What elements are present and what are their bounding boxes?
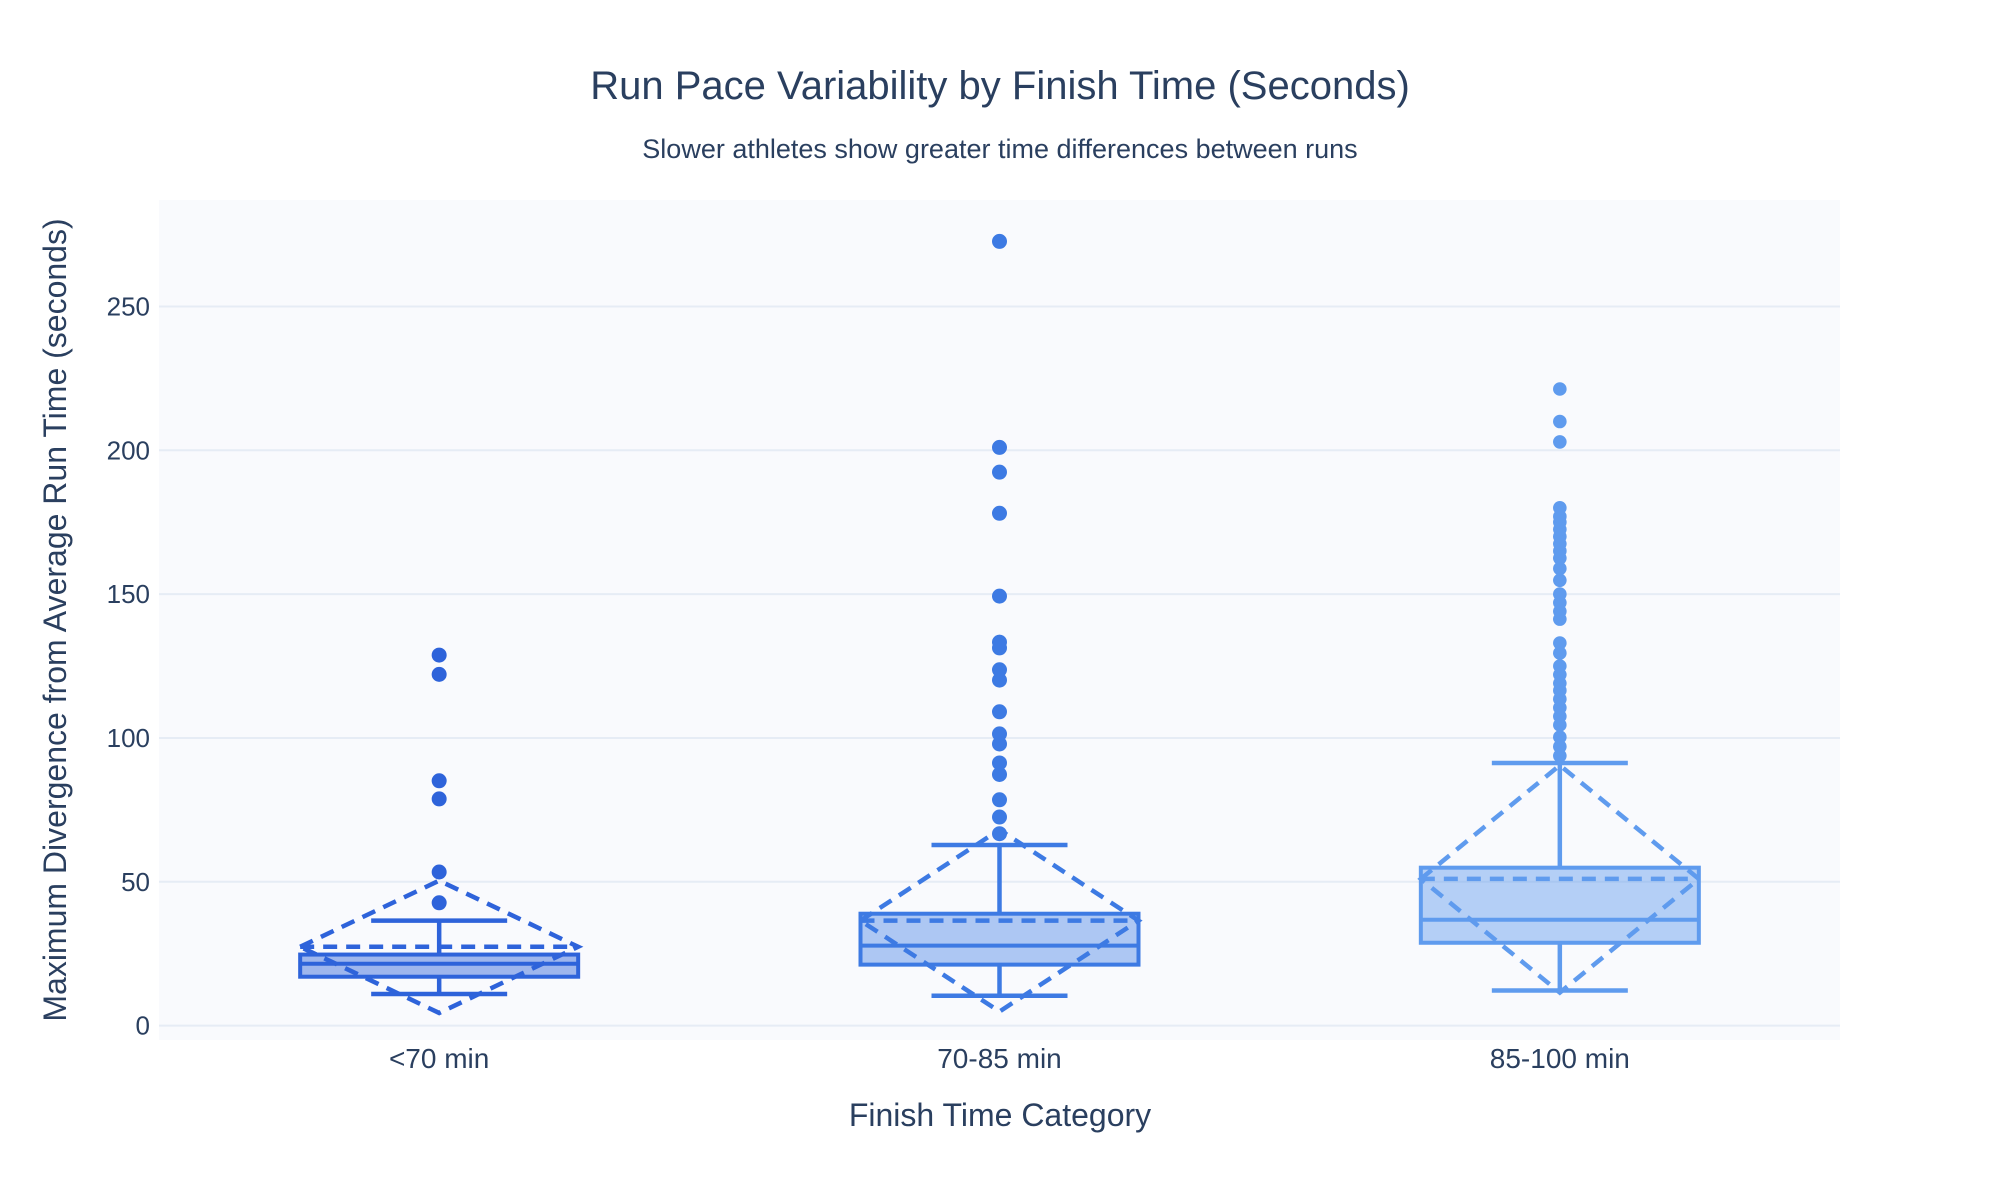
- outlier-point[interactable]: [992, 464, 1007, 480]
- outlier-point[interactable]: [992, 826, 1007, 842]
- outlier-point[interactable]: [431, 647, 447, 663]
- y-tick-label: 50: [121, 867, 150, 897]
- outlier-point[interactable]: [431, 864, 447, 880]
- box-trace-1[interactable]: [294, 647, 584, 1016]
- outlier-point[interactable]: [992, 233, 1007, 249]
- y-tick-label: 250: [107, 291, 150, 321]
- chart-title: Run Pace Variability by Finish Time (Sec…: [590, 64, 1410, 108]
- outlier-point[interactable]: [992, 634, 1007, 650]
- x-tick-label: 70-85 min: [937, 1043, 1062, 1074]
- outlier-point[interactable]: [1553, 501, 1567, 515]
- outlier-point[interactable]: [992, 755, 1007, 771]
- y-tick-label: 150: [107, 579, 150, 609]
- sd-diamond: [856, 827, 1143, 1015]
- outlier-point[interactable]: [992, 809, 1007, 825]
- outlier-point[interactable]: [1553, 561, 1567, 576]
- x-tick-label: 85-100 min: [1490, 1043, 1630, 1074]
- outlier-point[interactable]: [992, 672, 1007, 688]
- outlier-point[interactable]: [431, 773, 447, 789]
- outlier-point[interactable]: [1553, 730, 1567, 744]
- outlier-point[interactable]: [1553, 739, 1567, 754]
- outlier-point[interactable]: [992, 588, 1007, 604]
- y-tick-label: 0: [136, 1011, 150, 1041]
- outlier-point[interactable]: [1553, 636, 1567, 650]
- y-tick-label: 100: [107, 723, 150, 753]
- outlier-point[interactable]: [1553, 587, 1567, 601]
- outlier-point[interactable]: [992, 726, 1007, 742]
- outlier-point[interactable]: [992, 662, 1007, 678]
- outlier-point[interactable]: [992, 792, 1007, 808]
- outlier-point[interactable]: [992, 439, 1007, 455]
- box-trace-2[interactable]: [856, 233, 1143, 1015]
- outlier-point[interactable]: [1553, 382, 1567, 396]
- y-tick-label: 200: [107, 435, 150, 465]
- outlier-point[interactable]: [1553, 414, 1567, 429]
- chart-subtitle: Slower athletes show greater time differ…: [642, 134, 1358, 164]
- outlier-point[interactable]: [992, 505, 1007, 521]
- outlier-point[interactable]: [1553, 435, 1567, 449]
- outlier-point[interactable]: [1553, 573, 1567, 588]
- x-tick-label: <70 min: [389, 1043, 489, 1074]
- outlier-point[interactable]: [431, 791, 447, 807]
- outlier-point[interactable]: [431, 895, 447, 911]
- box-trace-3[interactable]: [1417, 382, 1703, 996]
- sd-diamond: [1417, 762, 1703, 996]
- outlier-point[interactable]: [992, 704, 1007, 720]
- outlier-point[interactable]: [1553, 646, 1567, 660]
- outlier-point[interactable]: [1553, 659, 1567, 673]
- outlier-point[interactable]: [431, 666, 447, 682]
- sd-diamond: [294, 878, 584, 1016]
- x-axis-title: Finish Time Category: [848, 1097, 1152, 1133]
- outlier-point[interactable]: [992, 766, 1007, 782]
